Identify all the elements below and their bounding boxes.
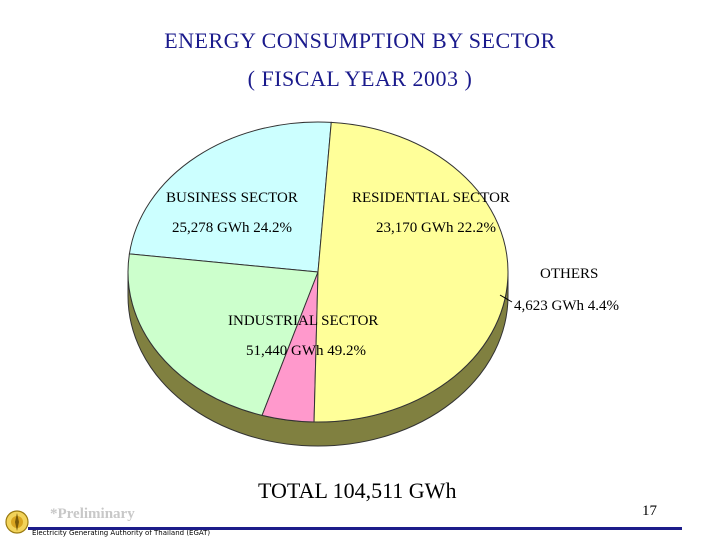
egat-logo-icon — [5, 510, 29, 534]
page-number: 17 — [642, 503, 657, 519]
chart-subtitle: ( FISCAL YEAR 2003 ) — [247, 66, 473, 91]
slice-value-residential: 23,170 GWh 22.2% — [376, 220, 496, 236]
chart-title: ENERGY CONSUMPTION BY SECTOR — [164, 28, 556, 53]
pie-slice-residential-sector — [127, 253, 319, 416]
organization-name: Electricity Generating Authority of Thai… — [32, 529, 211, 537]
pie-slice-business-sector — [128, 121, 332, 273]
footer-rule — [28, 527, 682, 530]
slice-value-industrial: 51,440 GWh 49.2% — [246, 343, 366, 359]
slice-label-others: OTHERS — [540, 266, 599, 282]
preliminary-note: *Preliminary — [50, 506, 135, 522]
pie-slice-industrial-sector — [313, 121, 509, 423]
slice-label-business: BUSINESS SECTOR — [166, 190, 298, 206]
total-label: TOTAL 104,511 GWh — [258, 478, 457, 503]
slice-label-residential: RESIDENTIAL SECTOR — [352, 190, 510, 206]
slice-label-industrial: INDUSTRIAL SECTOR — [228, 313, 379, 329]
others-leader-line — [499, 294, 513, 303]
slice-value-others: 4,623 GWh 4.4% — [514, 298, 619, 314]
slice-value-business: 25,278 GWh 24.2% — [172, 220, 292, 236]
